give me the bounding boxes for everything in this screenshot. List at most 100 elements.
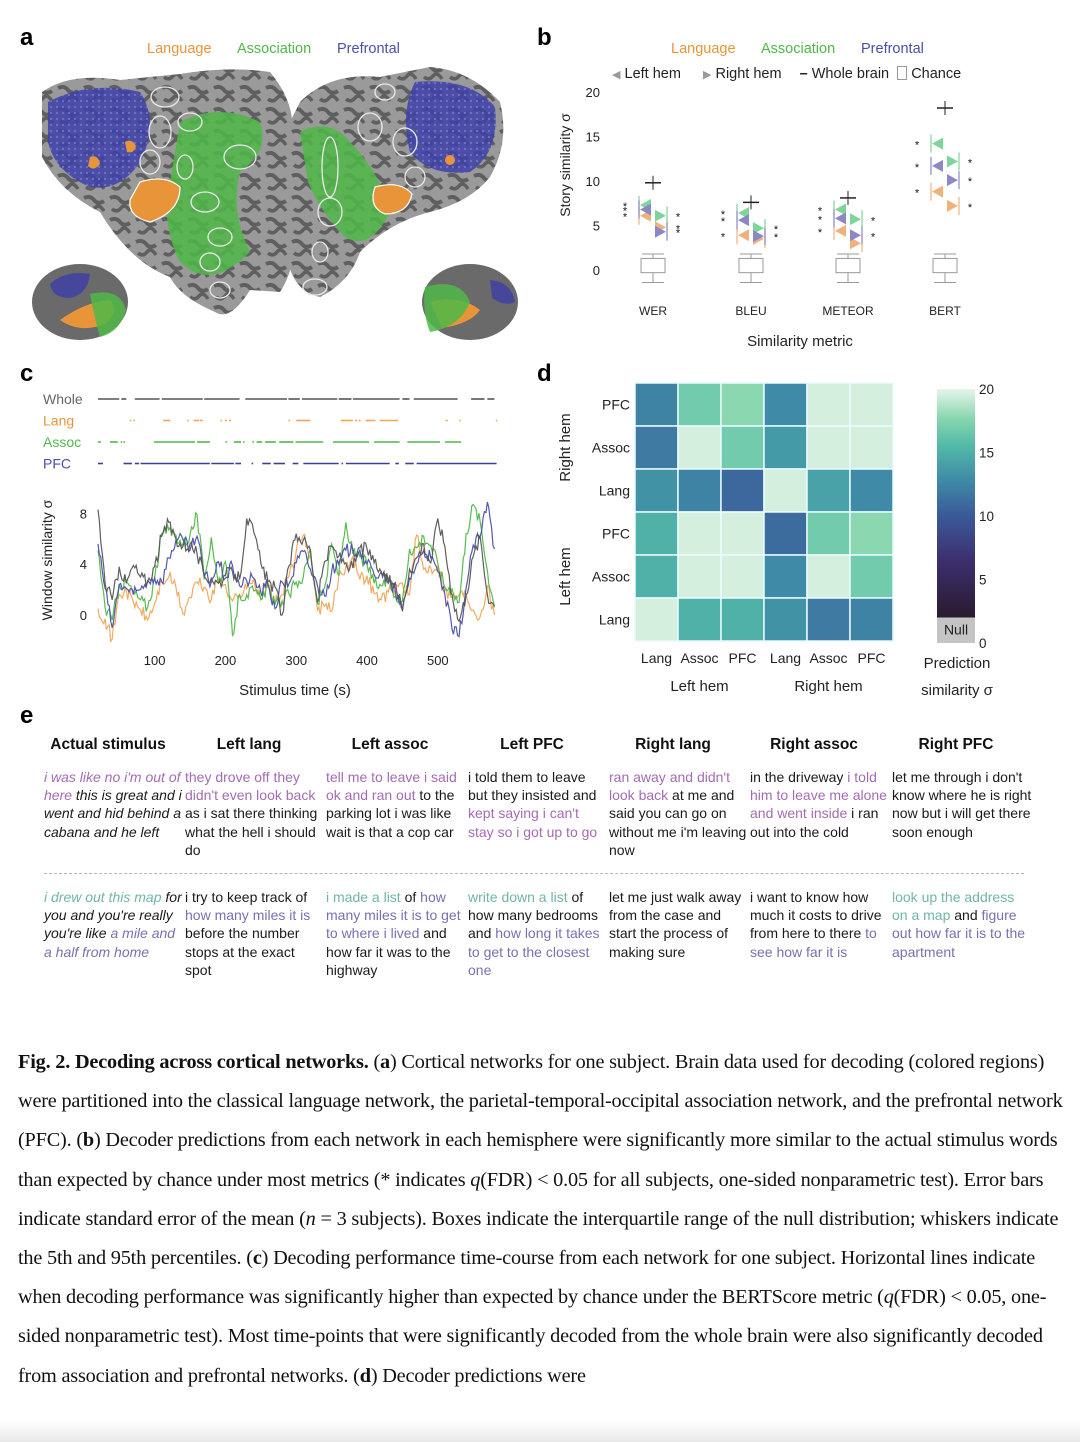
heatmap-cell: [720, 554, 765, 599]
heatmap-cell: [720, 425, 765, 470]
panel-b-letter: b: [537, 24, 552, 51]
colorbar-tick-label: 20: [979, 382, 994, 397]
heatmap-cell: [806, 554, 851, 599]
heatmap-cell: [634, 554, 679, 599]
heatmap-cell: [763, 468, 808, 513]
decoded-prediction-text: tell me to leave i said ok and ran out t…: [326, 768, 466, 841]
caption-text: (: [368, 1051, 381, 1073]
right-hemisphere-flatmap: [280, 67, 504, 297]
panel-c-letter: c: [20, 360, 34, 387]
significance-row-label-lang: Lang: [43, 413, 74, 429]
right-hem-association-marker: [947, 155, 958, 168]
left-hem-language-marker: [835, 224, 846, 237]
colorbar-null-label: Null: [944, 622, 968, 638]
significance-star: *: [968, 157, 973, 169]
highlighted-phrase: how long it takes to get to the closest …: [468, 925, 600, 978]
panel-c-chart: Whole Lang Assoc PFC 0 4 8 100 200 300 400 500 Windo…: [39, 391, 498, 699]
significance-star: *: [721, 231, 726, 243]
caption-text: ) Decoding performance time-course from …: [18, 1247, 1036, 1309]
significance-star: *: [623, 205, 628, 217]
x-tick-label: Lang: [770, 650, 801, 666]
panel-e-divider: [44, 873, 1024, 874]
x-tick-label: 100: [144, 653, 166, 668]
caption-panel-ref: d: [359, 1364, 371, 1387]
column-header-left-assoc: Left assoc: [351, 736, 429, 753]
plain-phrase: in the driveway: [750, 769, 848, 785]
boxplot-icon: [897, 66, 908, 80]
chance-boxplot: [835, 253, 861, 283]
significance-star: *: [818, 227, 823, 239]
significance-star: *: [871, 215, 876, 227]
actual-stimulus-text: i was like no i'm out of here this is gr…: [44, 768, 184, 841]
colorbar-tick-label: 15: [979, 446, 994, 461]
caption-text: ) Decoder predictions were: [370, 1364, 586, 1387]
legend-whole-brain: Whole brain: [811, 66, 890, 82]
heatmap-cell: [763, 554, 808, 599]
heatmap-cell: [849, 511, 894, 556]
heatmap-cell: [849, 468, 894, 513]
caption-text: ) Decoder predictions from each network …: [18, 1129, 1058, 1191]
panel-e-letter: e: [20, 702, 34, 729]
panel-b-legend-prefrontal: Prefrontal: [861, 41, 924, 57]
plain-phrase: before the number stops at the exact spo…: [185, 925, 300, 978]
y-tick-label: PFC: [602, 526, 630, 542]
plain-phrase: i want to know how much it costs to driv…: [750, 889, 882, 942]
y-group-label-bottom: Left hem: [557, 547, 574, 605]
panel-b-marker-legend: ◀ Left hem ▶ Right hem – Whole brain Cha…: [612, 66, 961, 82]
highlighted-phrase: they drove off they didn't even look bac…: [185, 769, 316, 804]
significance-star: *: [968, 202, 973, 214]
heatmap-cell: [849, 425, 894, 470]
decoded-prediction-text: i want to know how much it costs to driv…: [750, 888, 890, 961]
x-tick-label: 200: [215, 653, 237, 668]
column-header-right-pfc: Right PFC: [918, 736, 994, 753]
chance-boxplot: [738, 253, 764, 283]
heatmap-cell: [806, 382, 851, 427]
figure-caption: Fig. 2. Decoding across cortical network…: [18, 1043, 1068, 1396]
iqr-box: [835, 257, 861, 274]
panel-d-letter: d: [537, 360, 552, 387]
significance-star: *: [721, 216, 726, 228]
column-header-right-lang: Right lang: [635, 736, 711, 753]
plain-phrase: let me just walk away from the case and …: [609, 889, 742, 960]
heatmap-cell: [677, 425, 722, 470]
plain-phrase: as i sat there thinking what the hell i …: [185, 805, 318, 858]
panel-a-legend-association: Association: [237, 41, 312, 57]
significance-star: *: [915, 140, 920, 152]
left-hem-association-marker: [932, 137, 943, 150]
significance-star: *: [818, 214, 823, 226]
caption-text: q: [883, 1286, 894, 1309]
chance-boxplot: [932, 253, 958, 283]
heatmap-cell: [849, 554, 894, 599]
plain-phrase: of how many bedrooms and: [468, 889, 598, 942]
highlighted-phrase: ran away and didn't look back: [609, 769, 730, 804]
highlighted-phrase: a mile and a half from home: [44, 925, 176, 960]
highlighted-phrase: i drew out this map: [44, 889, 162, 905]
panel-a-letter: a: [20, 24, 34, 51]
heatmap-cell: [677, 382, 722, 427]
decoded-prediction-text: i try to keep track of how many miles it…: [185, 888, 325, 979]
x-tick-label: WER: [639, 304, 667, 318]
plain-phrase: and how far it was to the highway: [326, 925, 451, 978]
x-tick-label: METEOR: [822, 304, 874, 318]
plain-phrase: of: [400, 889, 421, 905]
heatmap-cell: [677, 511, 722, 556]
heatmap-cell: [634, 597, 679, 642]
heatmap-cell: [806, 511, 851, 556]
heatmap-cell: [720, 597, 765, 642]
iqr-box: [640, 257, 666, 274]
caption-figure-label: Fig. 2. Decoding across cortical network…: [18, 1051, 369, 1073]
y-tick-label: 4: [80, 557, 87, 572]
heatmap-cell: [806, 425, 851, 470]
highlighted-phrase: to see how far it is: [750, 925, 877, 960]
series-line-whole: [97, 509, 495, 623]
x-tick-label: 300: [285, 653, 307, 668]
brain-flatmaps: [32, 67, 518, 340]
chance-boxplot: [640, 253, 666, 283]
iqr-box: [932, 257, 958, 274]
x-tick-label: 400: [356, 653, 378, 668]
x-tick-label: BERT: [929, 304, 961, 318]
decoded-prediction-text: let me just walk away from the case and …: [609, 888, 749, 961]
highlighted-phrase: write down a list: [468, 889, 568, 905]
caption-text: n: [305, 1207, 316, 1230]
heatmap-cell: [720, 511, 765, 556]
